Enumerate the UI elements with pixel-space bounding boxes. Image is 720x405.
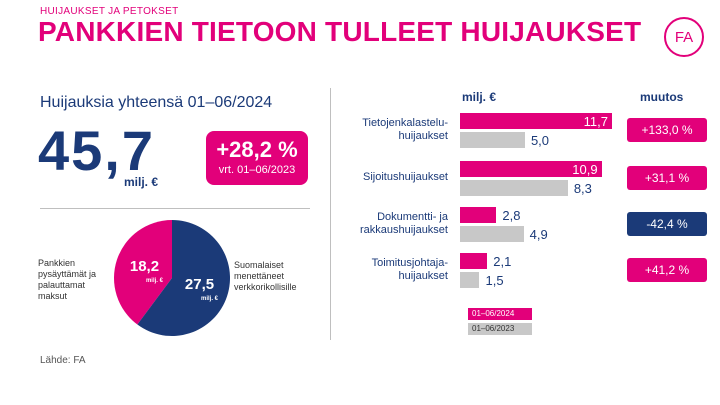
bar-2024	[460, 113, 612, 129]
total-label: Huijauksia yhteensä 01–06/2024	[40, 94, 273, 111]
bar-2024	[460, 207, 497, 223]
category-line-2: rakkaushuijaukset	[359, 224, 448, 236]
horizontal-divider	[40, 208, 310, 209]
change-badge-row: -42,4 %	[627, 212, 707, 236]
change-comparison: vrt. 01–06/2023	[218, 164, 296, 176]
pie-slice-stopped	[114, 220, 172, 325]
category-label: Toimitusjohtaja-huijaukset	[338, 257, 448, 283]
total-value: 45,7	[38, 119, 155, 182]
bar-2023-label: 1,5	[485, 273, 504, 288]
bar-2023	[460, 226, 524, 242]
change-badge-row: +41,2 %	[627, 258, 707, 282]
category-line-1: Dokumentti- ja	[377, 211, 448, 223]
category-label: Dokumentti- ja rakkaushuijaukset	[338, 211, 448, 237]
category-line-1: Toimitusjohtaja-	[371, 257, 448, 269]
pie-label-lost: Suomalaiset menettäneet verkkorikollisil…	[234, 260, 297, 292]
change-badge-row: +31,1 %	[627, 166, 707, 190]
pie-slice-stopped-unit: milj. €	[146, 278, 164, 284]
change-value: +28,2 %	[216, 137, 298, 162]
bar-2023-label: 8,3	[573, 181, 592, 196]
pie-slice-lost	[137, 220, 230, 336]
category-line-1: Sijoitushuijaukset	[363, 171, 448, 183]
bar-2024-label: 10,9	[572, 162, 598, 177]
source-note: Lähde: FA	[40, 355, 86, 366]
bar-2023-label: 4,9	[529, 227, 548, 242]
category-label: Sijoitushuijaukset	[338, 171, 448, 184]
pie-slice-lost-value: 27,5	[185, 276, 214, 293]
change-badge-row: +133,0 %	[627, 118, 707, 142]
legend-2024: 01–06/2024	[468, 308, 532, 320]
pie-slice-lost-unit: milj. €	[201, 296, 219, 302]
pie-slice-stopped-value: 18,2	[130, 258, 159, 275]
bar-2024-label: 2,1	[493, 254, 512, 269]
bar-2023	[460, 272, 480, 288]
category-line-2: huijaukset	[398, 270, 448, 282]
pie-label-stopped: Pankkien pysäyttämät ja palauttamat maks…	[38, 258, 97, 301]
legend-2023: 01–06/2023	[468, 323, 532, 335]
kicker-label: HUIJAUKSET JA PETOKSET	[40, 6, 179, 17]
bar-2023	[460, 132, 525, 148]
page-title: PANKKIEN TIETOON TULLEET HUIJAUKSET	[38, 16, 642, 47]
total-unit: milj. €	[124, 175, 159, 189]
category-line-1: Tietojenkalastelu-	[362, 117, 448, 129]
bar-2024	[460, 253, 488, 269]
category-label: Tietojenkalastelu-huijaukset	[338, 117, 448, 143]
bar-2023	[460, 180, 568, 196]
fa-logo: FA	[664, 17, 704, 57]
bar-2024-label: 2,8	[502, 208, 521, 223]
vertical-divider	[330, 88, 331, 340]
value-column-header: milj. €	[462, 90, 497, 104]
bar-2024-label: 11,7	[583, 114, 608, 129]
change-column-header: muutos	[640, 90, 684, 104]
change-badge: +28,2 % vrt. 01–06/2023	[206, 131, 308, 185]
bar-2023-label: 5,0	[530, 133, 550, 148]
category-line-2: huijaukset	[398, 130, 448, 142]
pie-chart: 18,2 milj. € 27,5 milj. €	[114, 220, 230, 336]
bar-2024	[460, 161, 602, 177]
